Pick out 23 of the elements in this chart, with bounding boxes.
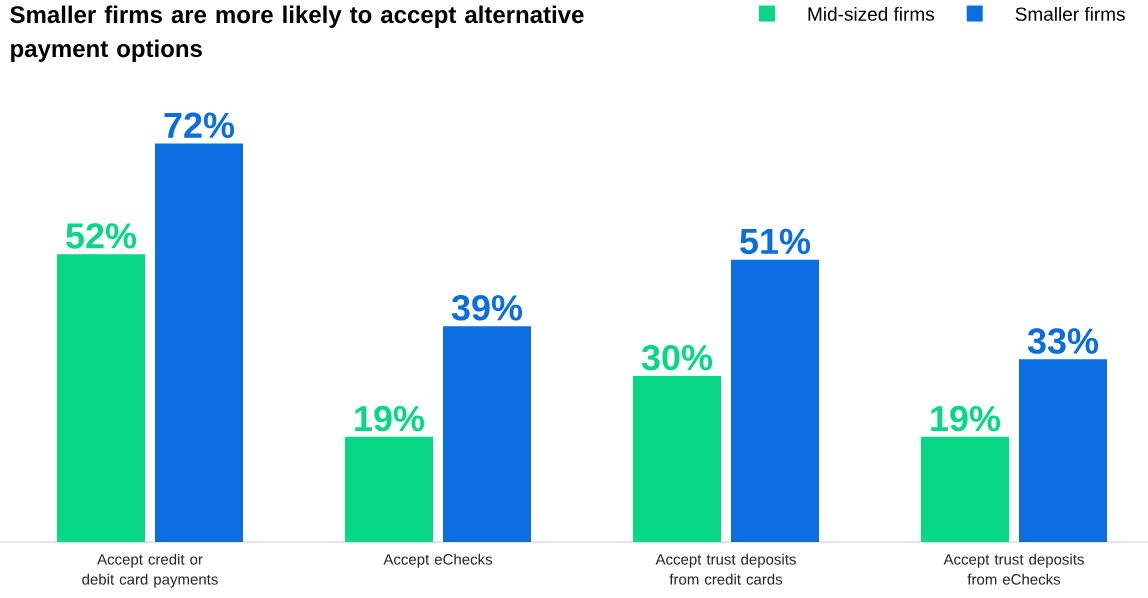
data-label: 72% [164,112,235,138]
legend-label: Mid-sized firms [808,6,935,21]
bar [1018,359,1107,542]
bar [443,326,531,542]
data-label: 52% [66,223,137,249]
bar [731,259,819,542]
x-tick-label: Accept trust deposits from eChecks [943,553,1084,585]
data-label: 39% [451,295,523,321]
data-label: 19% [355,405,425,432]
data-label: 33% [1027,328,1099,354]
bar [920,436,1009,542]
bar [345,436,433,542]
legend-label: Smaller firms [1015,6,1125,21]
data-label: 19% [931,405,1001,432]
data-label: 30% [641,344,713,371]
bar [633,375,721,542]
x-tick-label: Accept credit or debit card payments [82,553,218,588]
bar [155,143,243,542]
chart-title: Smaller firms are more likely to accept alternative payment options [10,5,584,62]
data-label: 51% [740,228,811,255]
x-tick-label: Accept trust deposits from credit cards [655,553,796,585]
x-tick-label: Accept eChecks [383,553,493,568]
bar [57,254,146,542]
